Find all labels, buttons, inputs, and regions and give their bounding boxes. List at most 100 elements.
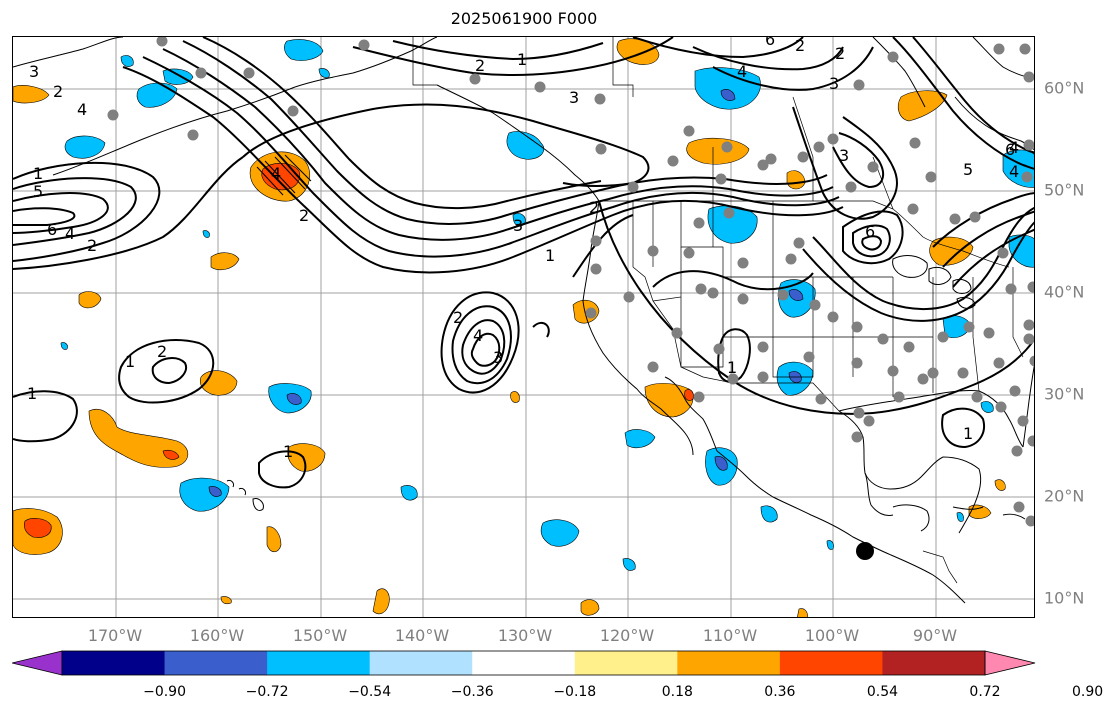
station-dot: [907, 203, 919, 215]
station-dot: [594, 93, 606, 105]
station-dot: [765, 153, 777, 165]
station-dot: [1023, 139, 1034, 151]
station-dot: [1011, 445, 1023, 457]
contour-label: 3: [829, 74, 839, 93]
station-dot: [721, 141, 733, 153]
station-dot: [917, 373, 929, 385]
colorbar: [12, 650, 1036, 676]
colorbar-cell: [267, 651, 371, 675]
colorbar-tick-label: −0.36: [450, 684, 494, 700]
station-dot: [737, 257, 749, 269]
station-dot: [853, 407, 865, 419]
contour-label: 4: [77, 100, 87, 119]
lat-label-40n: 40°N: [1044, 282, 1085, 302]
station-dot: [777, 289, 789, 301]
station-dot: [590, 235, 602, 247]
station-dot: [590, 263, 602, 275]
station-dot: [1019, 43, 1031, 55]
lon-label-100w: 100°W: [804, 626, 860, 645]
station-dot: [993, 357, 1005, 369]
station-dot: [358, 39, 370, 51]
contour-label: 3: [839, 146, 849, 165]
colorbar-cell: [677, 651, 781, 675]
station-dot: [667, 155, 679, 167]
colorbar-tick-label: 0.36: [764, 684, 796, 700]
station-dot: [671, 327, 683, 339]
station-dot: [534, 81, 546, 93]
station-dot: [949, 213, 961, 225]
contour-label: 2: [87, 236, 97, 255]
contour-label: 1: [963, 424, 973, 443]
station-dot: [727, 373, 739, 385]
colorbar-tick-label: −0.90: [143, 684, 186, 700]
lat-label-50n: 50°N: [1044, 180, 1085, 200]
station-dot: [1023, 333, 1034, 345]
contour-label: 2: [157, 342, 167, 361]
station-dot: [107, 109, 119, 121]
contour-label: 3: [513, 216, 523, 235]
contour-label: 6: [765, 37, 775, 49]
contour-label: 2: [53, 82, 63, 101]
station-dot: [1021, 171, 1033, 183]
lon-label-130w: 130°W: [497, 626, 553, 645]
lon-label-170w: 170°W: [87, 626, 143, 645]
station-dot: [623, 291, 635, 303]
contour-label: 4: [737, 62, 747, 81]
station-dot: [156, 37, 168, 47]
station-dot: [1023, 71, 1034, 83]
station-dot: [707, 287, 719, 299]
station-dot: [695, 283, 707, 295]
colorbar-extend-low: [12, 650, 63, 676]
colorbar-cell: [472, 651, 576, 675]
station-dot: [723, 207, 735, 219]
station-dot: [893, 391, 905, 403]
contour-label: 5: [963, 160, 973, 179]
station-dot: [1027, 435, 1034, 447]
station-dot: [927, 367, 939, 379]
colorbar-cell: [779, 651, 883, 675]
contour-label: 1: [727, 358, 737, 377]
station-dot: [925, 171, 937, 183]
contour-label: 1: [517, 50, 527, 69]
station-dot: [813, 141, 825, 153]
station-dot: [647, 361, 659, 373]
contour-label: 1: [125, 352, 135, 371]
station-dot: [737, 293, 749, 305]
station-dot: [827, 311, 839, 323]
station-dots: [107, 37, 1034, 527]
contour-label: 2: [795, 37, 805, 55]
lon-label-110w: 110°W: [702, 626, 758, 645]
station-dot: [715, 173, 727, 185]
station-dot: [757, 341, 769, 353]
positive-anomaly-patches: [13, 38, 1006, 617]
station-dot: [827, 133, 839, 145]
station-dot: [887, 365, 899, 377]
contour-label: 2: [589, 198, 599, 217]
colorbar-tick-label: 0.54: [866, 684, 899, 700]
lat-label-30n: 30°N: [1044, 384, 1085, 404]
station-dot: [195, 67, 207, 79]
station-dot: [853, 79, 865, 91]
lon-label-160w: 160°W: [189, 626, 245, 645]
station-dot: [187, 129, 199, 141]
colorbar-extend-high: [984, 650, 1036, 676]
contour-label: 2: [475, 56, 485, 75]
gridlines: [13, 37, 1034, 617]
colorbar-tick-label: 0.72: [969, 684, 1001, 700]
station-dot: [647, 245, 659, 257]
contour-label: 1: [27, 384, 37, 403]
colorbar-tick-label: 0.18: [661, 684, 693, 700]
station-dot: [1023, 319, 1034, 331]
station-dot: [469, 73, 481, 85]
contour-label: 4: [473, 326, 483, 345]
station-dot: [797, 151, 809, 163]
lat-label-20n: 20°N: [1044, 486, 1085, 506]
lat-label-60n: 60°N: [1044, 78, 1085, 98]
station-dot: [1005, 283, 1017, 295]
contour-label: 1: [545, 246, 555, 265]
colorbar-tick-label: −0.18: [553, 684, 597, 700]
station-dot: [757, 371, 769, 383]
contour-label: 4: [1009, 138, 1019, 157]
contour-label: 3: [493, 348, 503, 367]
